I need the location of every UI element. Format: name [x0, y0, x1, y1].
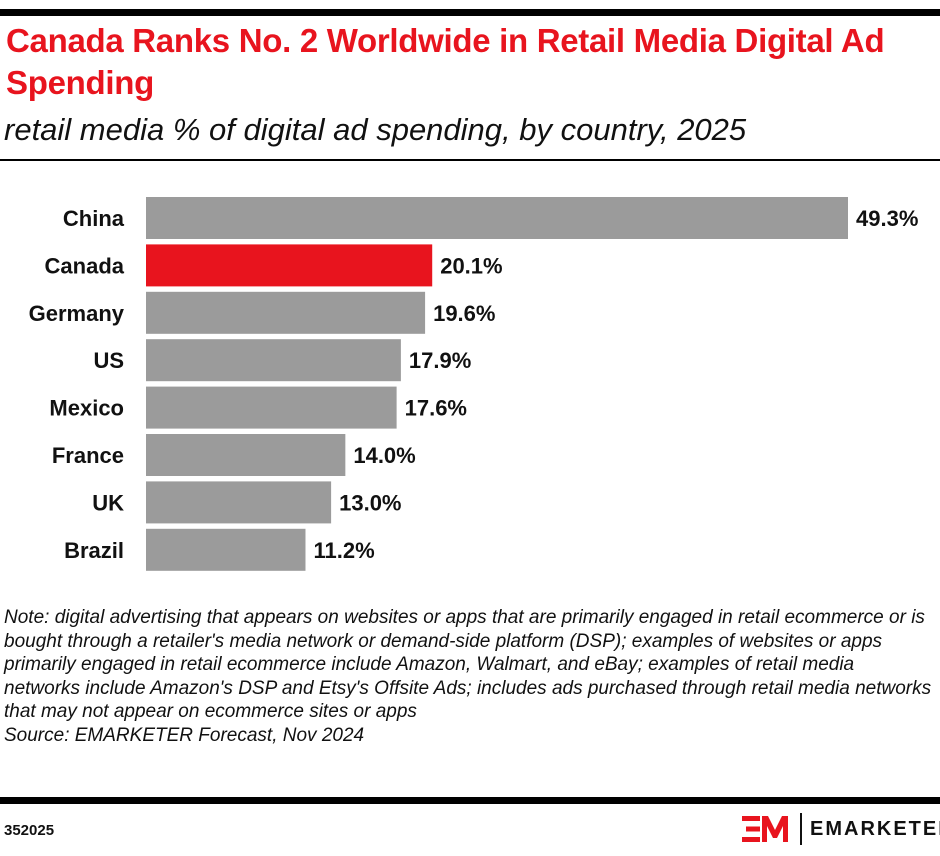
source-text: Source: EMARKETER Forecast, Nov 2024	[4, 724, 365, 746]
chart-title: Canada Ranks No. 2 Worldwide in Retail M…	[6, 22, 885, 101]
bar-france	[146, 434, 346, 476]
header-rule	[0, 159, 940, 161]
logo-separator	[800, 813, 802, 845]
value-label: 11.2%	[313, 538, 374, 563]
brand-name: EMARKETER	[810, 817, 940, 840]
category-label: Canada	[45, 253, 125, 278]
value-label: 17.6%	[405, 396, 467, 421]
em-logo-icon	[742, 816, 788, 842]
chart-id: 352025	[4, 822, 55, 839]
bar-mexico	[146, 386, 397, 429]
category-label: Brazil	[64, 538, 124, 563]
chart-note: Note: digital advertising that appears o…	[4, 606, 934, 747]
bar-brazil	[146, 528, 306, 571]
emarketer-logo: EMARKETER	[742, 813, 940, 845]
category-label: Germany	[29, 301, 125, 326]
category-label: UK	[92, 490, 124, 515]
category-label: France	[52, 443, 124, 468]
category-label: US	[93, 348, 124, 373]
bar-chart: China 49.3% Canada 20.1% Germany 19.6% US 17.9%…	[29, 197, 918, 571]
bar-china	[146, 197, 848, 239]
chart-subtitle: retail media % of digital ad spending, b…	[4, 112, 747, 147]
note-text: Note: digital advertising that appears o…	[4, 607, 932, 722]
bottom-divider	[0, 797, 940, 804]
value-label: 14.0%	[353, 443, 415, 468]
bar-uk	[146, 481, 332, 524]
value-label: 20.1%	[440, 253, 502, 278]
bar-canada	[146, 244, 433, 287]
value-label: 19.6%	[433, 301, 495, 326]
top-divider	[0, 9, 940, 16]
value-label: 49.3%	[856, 206, 918, 231]
value-label: 17.9%	[409, 348, 471, 373]
category-label: Mexico	[49, 396, 124, 421]
category-label: China	[63, 206, 125, 231]
value-label: 13.0%	[339, 490, 401, 515]
bar-germany	[146, 291, 426, 334]
bar-us	[146, 339, 401, 382]
